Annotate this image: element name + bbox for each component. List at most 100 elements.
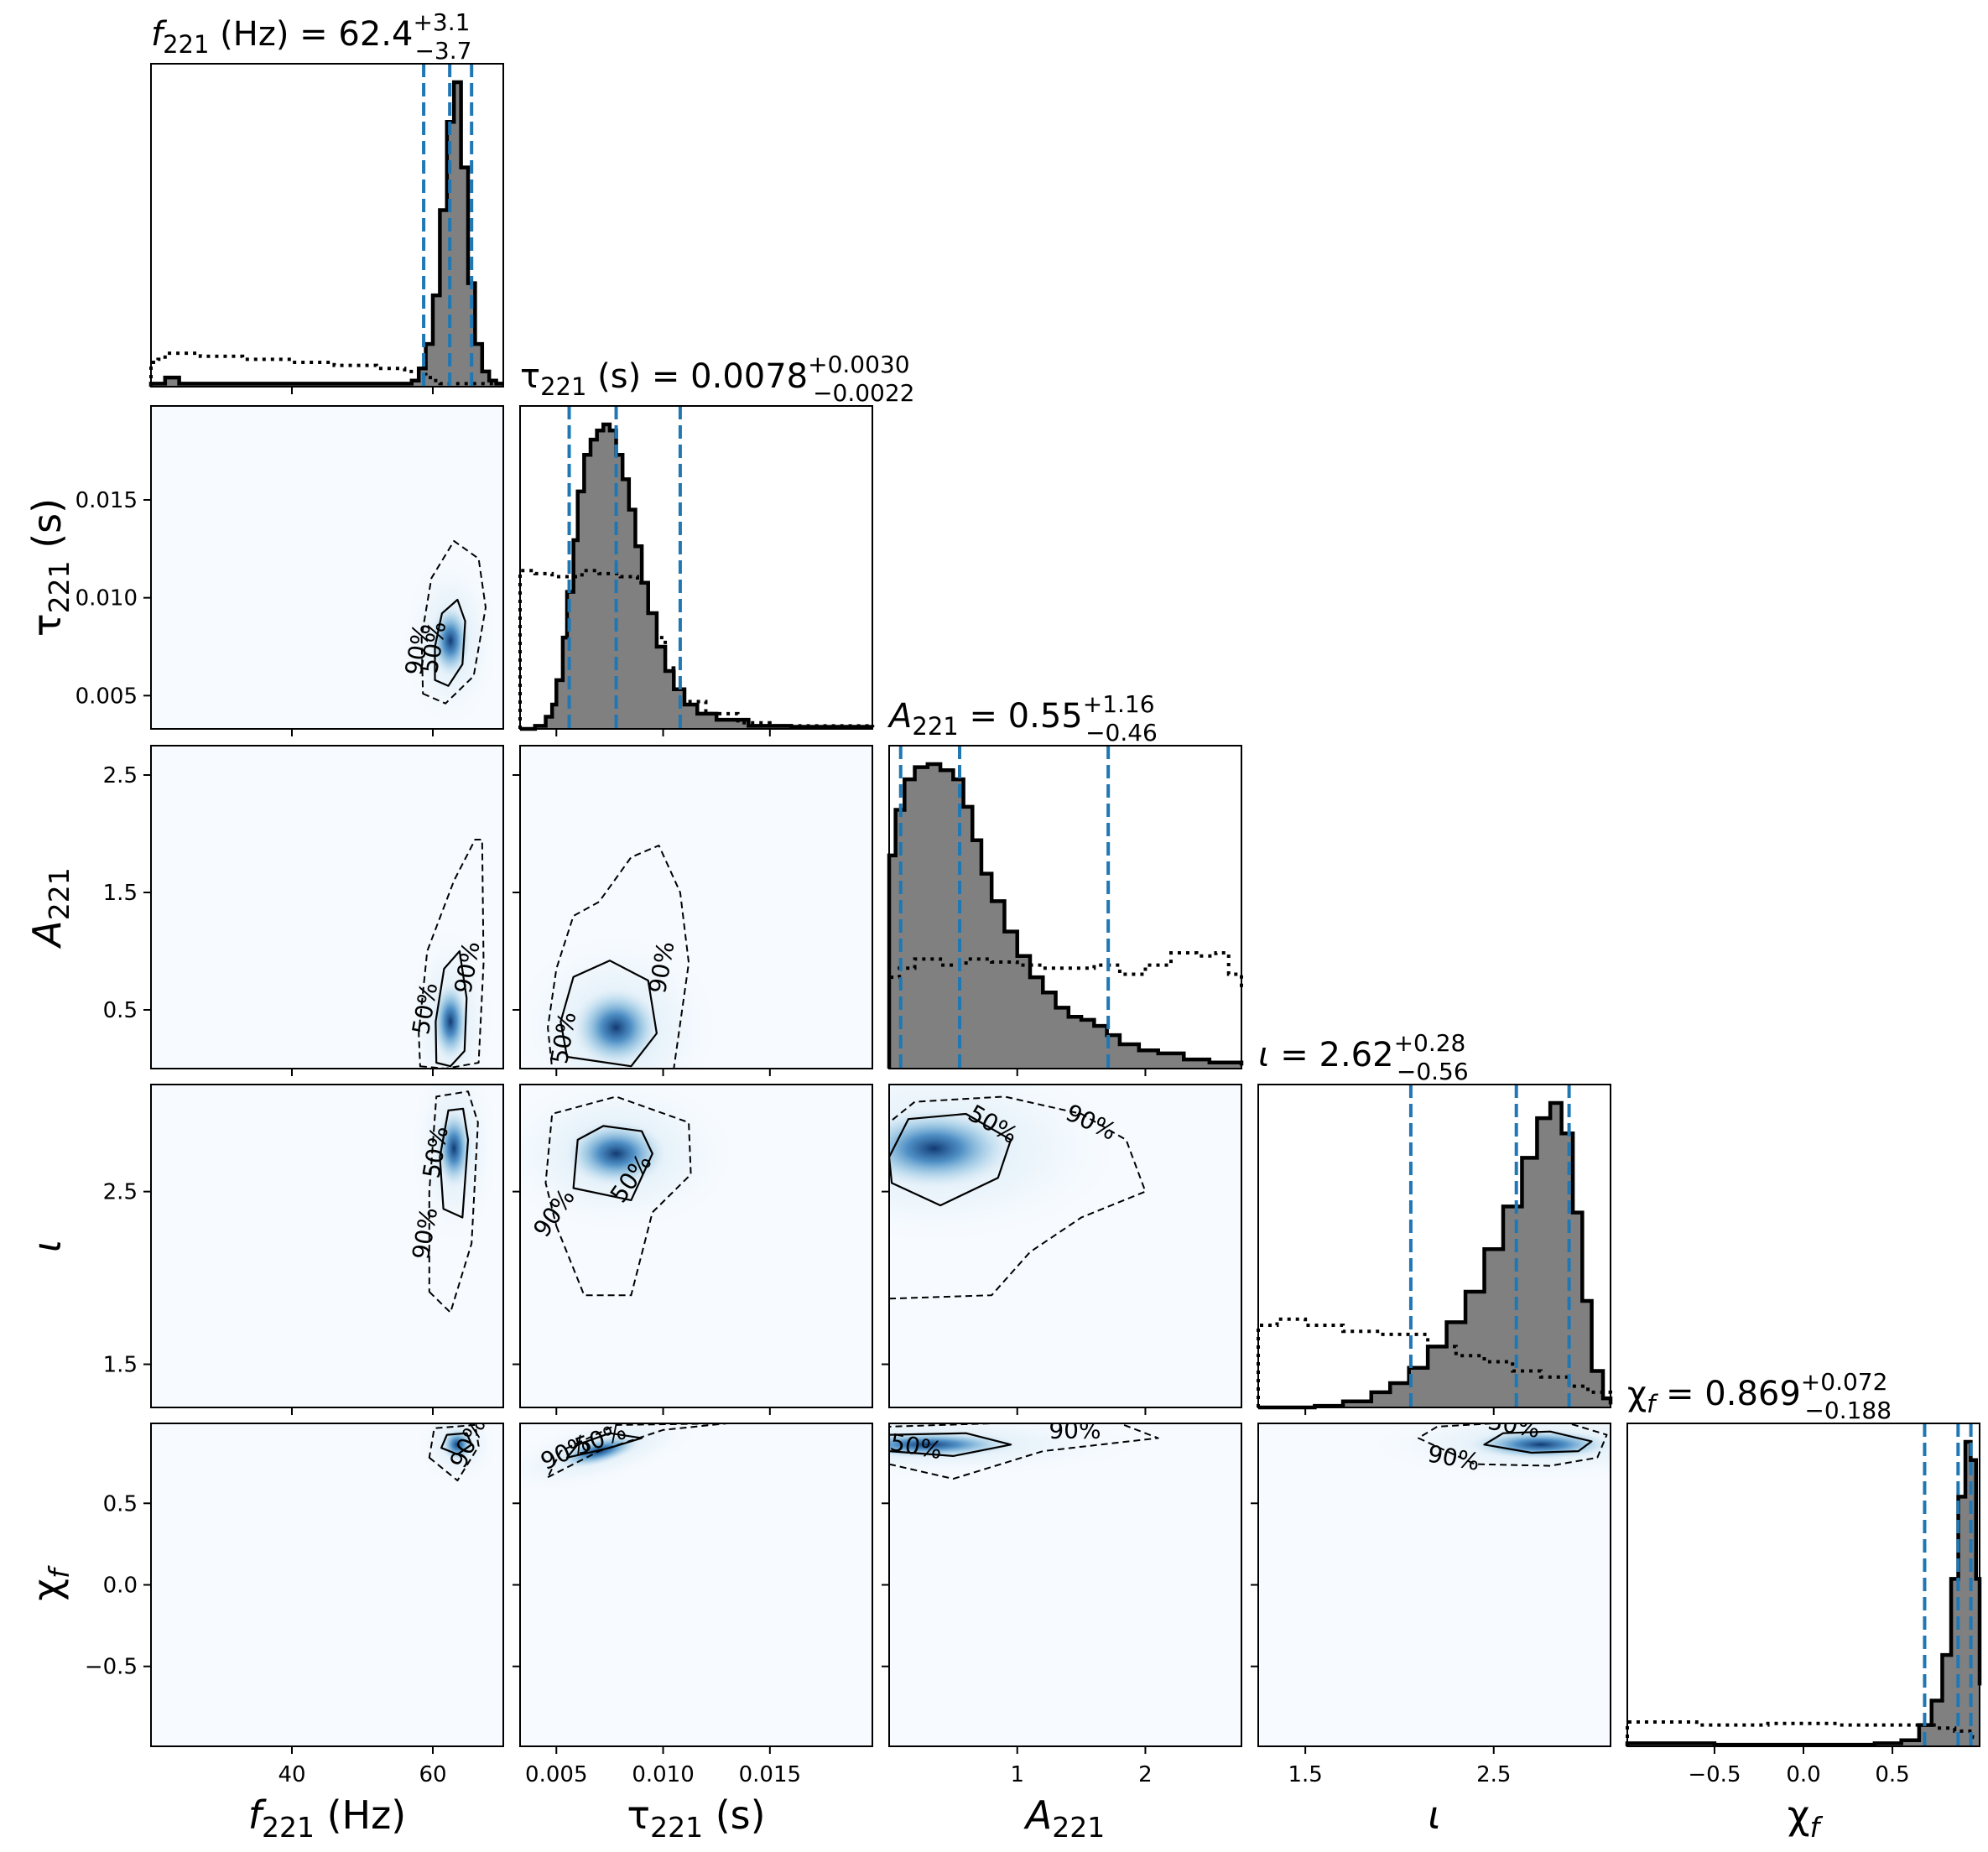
- contour-50: [434, 598, 466, 687]
- density-frame: [150, 745, 504, 1069]
- x-axis-label-iota: ι: [1428, 1792, 1441, 1838]
- hist-panel-f221: [148, 63, 504, 388]
- density-core: [433, 982, 468, 1061]
- density-panel-iota-vs-f221: 50%90%: [150, 1084, 504, 1408]
- x-tick-label-chi_f: 0.0: [1786, 1762, 1820, 1787]
- hist-title-chi_f: χf = 0.869+0.072: [1627, 1368, 1887, 1418]
- contour-50: [1483, 1430, 1593, 1454]
- density-core: [566, 1121, 666, 1186]
- hist-title-minus: −3.7: [414, 37, 471, 65]
- contour-50: [889, 1432, 1012, 1457]
- posterior-fill: [520, 424, 872, 729]
- hist-title-minus: −0.56: [1397, 1058, 1469, 1085]
- contour-50: [889, 1112, 1012, 1207]
- density-core: [574, 988, 658, 1067]
- hist-title-tau221: τ221 (s) = 0.0078+0.0030: [520, 351, 910, 401]
- x-tick-label-chi_f: −0.5: [1688, 1762, 1741, 1787]
- contour-50: [440, 1432, 473, 1455]
- y-tick-label-tau221: 0.010: [75, 586, 138, 611]
- contour-90: [1417, 1423, 1608, 1467]
- contour-90: [547, 845, 690, 1069]
- prior-outline: [149, 351, 503, 387]
- contour-50: [559, 960, 658, 1068]
- hist-frame: [519, 405, 873, 730]
- hist-title-minus: −0.188: [1804, 1397, 1892, 1424]
- posterior-outline: [1258, 1100, 1613, 1410]
- y-axis-label-chi_f: χf: [24, 1565, 75, 1601]
- posterior-outline: [1625, 1439, 1982, 1747]
- posterior-fill: [1627, 1442, 1980, 1746]
- contour-90: [889, 1423, 1159, 1480]
- density-panel-tau221-vs-f221: 50%90%: [150, 405, 504, 730]
- density-panel-iota-vs-tau221: 50%90%: [519, 1084, 873, 1408]
- y-tick-label-iota: 2.5: [103, 1180, 138, 1205]
- contour-label-90: 90%: [1049, 1417, 1101, 1444]
- y-axis-label-iota: ι: [24, 1240, 70, 1253]
- density-panel-A221-vs-tau221: 50%90%: [519, 745, 873, 1069]
- contour-90: [420, 540, 487, 705]
- density-core: [889, 1109, 1012, 1188]
- hist-frame: [1257, 1084, 1611, 1408]
- density-panel-chi_f-vs-iota: 50%90%: [1257, 1423, 1611, 1747]
- hist-panel-chi_f: [1625, 1423, 1982, 1747]
- x-tick-label-A221: 1: [1010, 1762, 1024, 1787]
- hist-title-minus: −0.0022: [813, 379, 914, 407]
- density-panel-iota-vs-A221: 50% 90%: [888, 1084, 1242, 1408]
- hist-panel-A221: [887, 745, 1244, 1069]
- density-frame: [519, 745, 873, 1069]
- contour-50: [565, 1432, 643, 1459]
- hist-panel-tau221: [518, 405, 875, 731]
- y-tick-label-chi_f: 0.5: [103, 1491, 138, 1516]
- contour-50: [435, 949, 468, 1068]
- prior-outline: [518, 569, 874, 729]
- x-tick-label-tau221: 0.005: [525, 1762, 587, 1787]
- density-panel-chi_f-vs-tau221: 50%90%: [519, 1423, 873, 1747]
- hist-title-A221: A221 = 0.55+1.16: [887, 690, 1155, 741]
- y-tick-label-A221: 1.5: [103, 881, 138, 906]
- hist-panel-iota: [1257, 1084, 1613, 1410]
- contour-90: [544, 1095, 692, 1297]
- x-tick-label-iota: 1.5: [1288, 1762, 1322, 1787]
- density-panel-chi_f-vs-f221: 90%: [150, 1423, 504, 1747]
- y-tick-label-tau221: 0.015: [75, 488, 138, 513]
- contour-50: [572, 1125, 653, 1201]
- density-panel-A221-vs-f221: 50%90%: [150, 745, 504, 1069]
- posterior-outline: [148, 80, 503, 387]
- y-tick-label-tau221: 0.005: [75, 684, 138, 709]
- density-frame: [150, 405, 504, 730]
- contour-50: [439, 1107, 470, 1219]
- posterior-fill: [151, 82, 503, 387]
- x-tick-label-f221: 40: [278, 1762, 305, 1787]
- y-axis-label-A221: A221: [24, 867, 75, 949]
- y-tick-label-chi_f: 0.0: [103, 1574, 138, 1599]
- density-frame: [888, 1084, 1242, 1408]
- hist-frame: [150, 63, 504, 388]
- x-tick-label-iota: 2.5: [1476, 1762, 1511, 1787]
- y-tick-label-A221: 0.5: [103, 998, 138, 1023]
- x-axis-label-A221: A221: [1023, 1792, 1105, 1844]
- density-frame: [519, 1084, 873, 1408]
- y-tick-label-iota: 1.5: [103, 1353, 138, 1378]
- hist-title-f221: f221 (Hz) = 62.4+3.1: [151, 8, 470, 59]
- hist-frame: [888, 745, 1242, 1069]
- x-tick-label-tau221: 0.010: [632, 1762, 694, 1787]
- x-tick-label-chi_f: 0.5: [1875, 1762, 1909, 1787]
- contour-90: [418, 839, 485, 1069]
- x-tick-label-f221: 60: [419, 1762, 446, 1787]
- x-axis-label-tau221: τ221 (s): [627, 1792, 765, 1844]
- x-tick-label-A221: 2: [1138, 1762, 1153, 1787]
- hist-title-iota: ι = 2.62+0.28: [1258, 1029, 1465, 1074]
- x-axis-label-chi_f: χf: [1788, 1792, 1824, 1844]
- y-tick-label-chi_f: −0.5: [85, 1655, 138, 1680]
- density-core: [441, 1428, 474, 1461]
- x-tick-label-tau221: 0.015: [739, 1762, 801, 1787]
- x-axis-label-f221: f221 (Hz): [248, 1792, 406, 1844]
- hist-background: [1627, 1423, 1980, 1746]
- y-axis-label-tau221: τ221 (s): [24, 498, 75, 637]
- density-frame: [150, 1084, 504, 1408]
- prior-outline: [887, 951, 1243, 1069]
- prior-outline: [1626, 1719, 1980, 1746]
- contour-90: [428, 1423, 480, 1482]
- posterior-outline: [887, 762, 1244, 1069]
